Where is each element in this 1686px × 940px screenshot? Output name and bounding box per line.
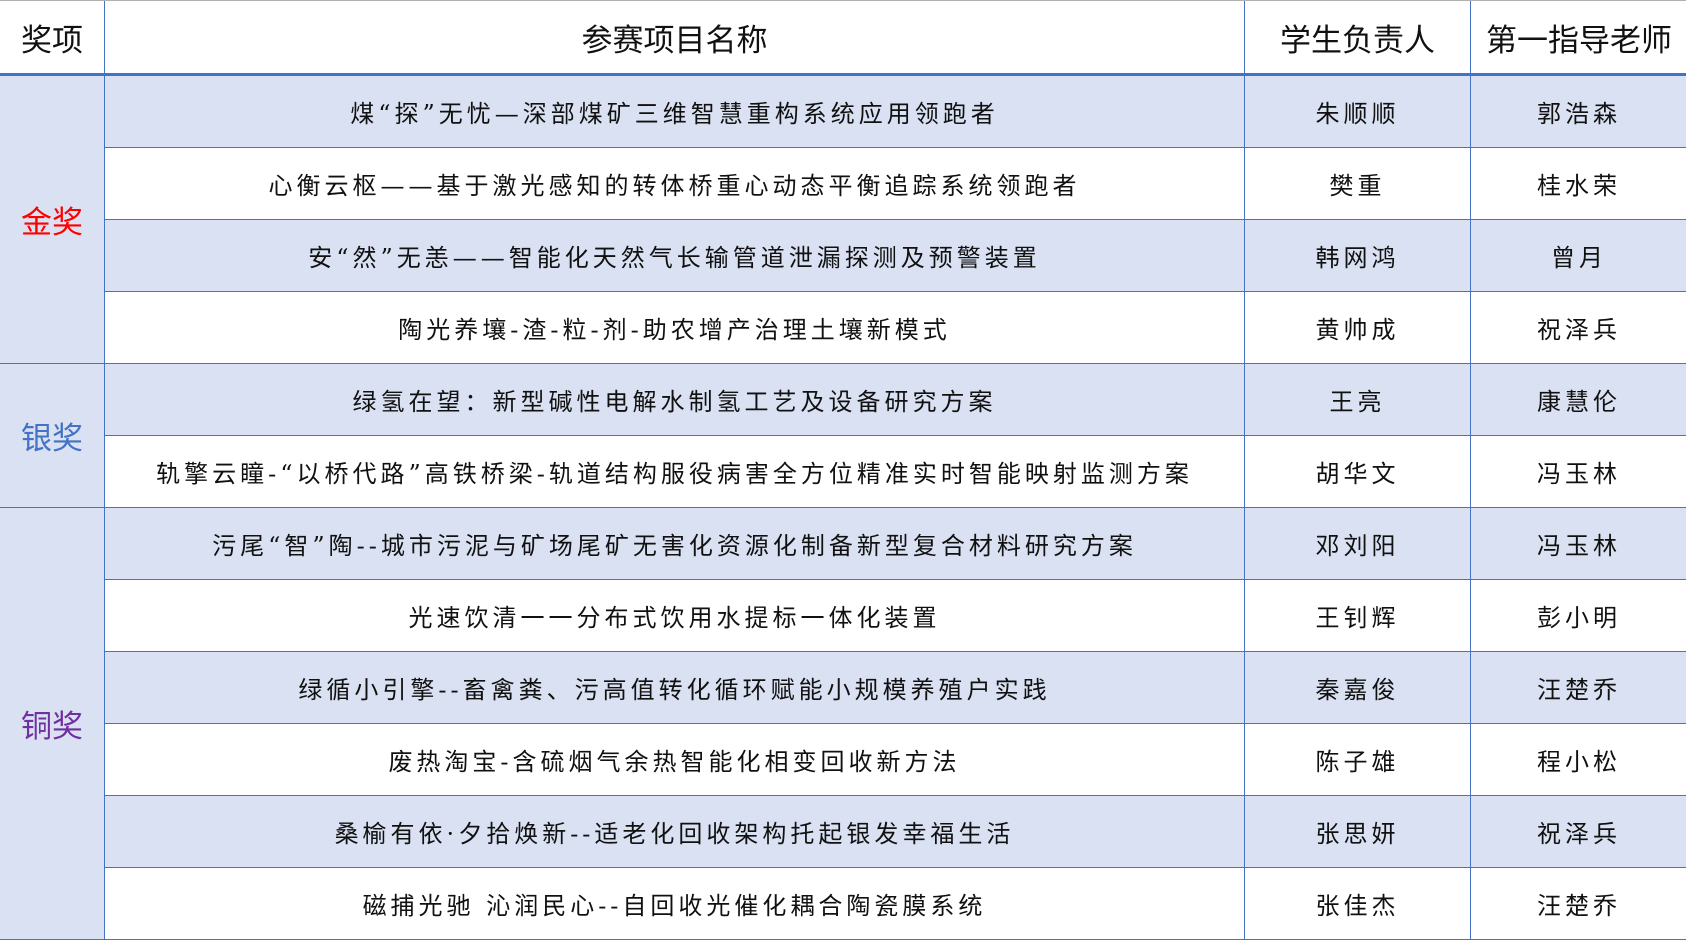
student-cell: 王钊辉: [1245, 580, 1471, 652]
project-cell: 轨擎云瞳-“以桥代路”高铁桥梁-轨道结构服役病害全方位精准实时智能映射监测方案: [105, 436, 1245, 508]
project-cell: 磁捕光驰 沁润民心--自回收光催化耦合陶瓷膜系统: [105, 868, 1245, 940]
teacher-cell: 郭浩森: [1471, 75, 1686, 148]
header-award: 奖项: [0, 0, 105, 75]
project-cell: 煤“探”无忧—深部煤矿三维智慧重构系统应用领跑者: [105, 75, 1245, 148]
student-cell: 张思妍: [1245, 796, 1471, 868]
project-cell: 绿氢在望：新型碱性电解水制氢工艺及设备研究方案: [105, 364, 1245, 436]
teacher-cell: 汪楚乔: [1471, 868, 1686, 940]
project-cell: 桑榆有依·夕拾焕新--适老化回收架构托起银发幸福生活: [105, 796, 1245, 868]
header-teacher: 第一指导老师: [1471, 0, 1686, 75]
table-row: 绿循小引擎--畜禽粪、污高值转化循环赋能小规模养殖户实践秦嘉俊汪楚乔: [0, 652, 1686, 724]
student-cell: 韩网鸿: [1245, 220, 1471, 292]
student-cell: 黄帅成: [1245, 292, 1471, 364]
table-row: 光速饮清一一分布式饮用水提标一体化装置王钊辉彭小明: [0, 580, 1686, 652]
header-row: 奖项 参赛项目名称 学生负责人 第一指导老师: [0, 0, 1686, 75]
award-cell-bronze: 铜奖: [0, 508, 105, 940]
teacher-cell: 冯玉林: [1471, 436, 1686, 508]
teacher-cell: 冯玉林: [1471, 508, 1686, 580]
teacher-cell: 祝泽兵: [1471, 292, 1686, 364]
table-row: 桑榆有依·夕拾焕新--适老化回收架构托起银发幸福生活张思妍祝泽兵: [0, 796, 1686, 868]
teacher-cell: 彭小明: [1471, 580, 1686, 652]
project-cell: 污尾“智”陶--城市污泥与矿场尾矿无害化资源化制备新型复合材料研究方案: [105, 508, 1245, 580]
project-cell: 光速饮清一一分布式饮用水提标一体化装置: [105, 580, 1245, 652]
teacher-cell: 桂水荣: [1471, 148, 1686, 220]
table-row: 安“然”无恙——智能化天然气长输管道泄漏探测及预警装置韩网鸿曾月: [0, 220, 1686, 292]
student-cell: 王亮: [1245, 364, 1471, 436]
project-cell: 心衡云枢——基于激光感知的转体桥重心动态平衡追踪系统领跑者: [105, 148, 1245, 220]
table-row: 陶光养壤-渣-粒-剂-助农增产治理土壤新模式黄帅成祝泽兵: [0, 292, 1686, 364]
teacher-cell: 祝泽兵: [1471, 796, 1686, 868]
project-cell: 绿循小引擎--畜禽粪、污高值转化循环赋能小规模养殖户实践: [105, 652, 1245, 724]
teacher-cell: 汪楚乔: [1471, 652, 1686, 724]
project-cell: 安“然”无恙——智能化天然气长输管道泄漏探测及预警装置: [105, 220, 1245, 292]
teacher-cell: 曾月: [1471, 220, 1686, 292]
student-cell: 朱顺顺: [1245, 75, 1471, 148]
student-cell: 邓刘阳: [1245, 508, 1471, 580]
award-cell-gold: 金奖: [0, 75, 105, 364]
table-row: 心衡云枢——基于激光感知的转体桥重心动态平衡追踪系统领跑者樊重桂水荣: [0, 148, 1686, 220]
teacher-cell: 程小松: [1471, 724, 1686, 796]
award-cell-silver: 银奖: [0, 364, 105, 508]
header-project: 参赛项目名称: [105, 0, 1245, 75]
project-cell: 废热淘宝-含硫烟气余热智能化相变回收新方法: [105, 724, 1245, 796]
student-cell: 樊重: [1245, 148, 1471, 220]
table-row: 磁捕光驰 沁润民心--自回收光催化耦合陶瓷膜系统张佳杰汪楚乔: [0, 868, 1686, 940]
student-cell: 胡华文: [1245, 436, 1471, 508]
student-cell: 秦嘉俊: [1245, 652, 1471, 724]
project-cell: 陶光养壤-渣-粒-剂-助农增产治理土壤新模式: [105, 292, 1245, 364]
student-cell: 张佳杰: [1245, 868, 1471, 940]
table-row: 银奖绿氢在望：新型碱性电解水制氢工艺及设备研究方案王亮康慧伦: [0, 364, 1686, 436]
student-cell: 陈子雄: [1245, 724, 1471, 796]
header-student: 学生负责人: [1245, 0, 1471, 75]
table-row: 金奖煤“探”无忧—深部煤矿三维智慧重构系统应用领跑者朱顺顺郭浩森: [0, 75, 1686, 148]
table-row: 废热淘宝-含硫烟气余热智能化相变回收新方法陈子雄程小松: [0, 724, 1686, 796]
table-row: 铜奖污尾“智”陶--城市污泥与矿场尾矿无害化资源化制备新型复合材料研究方案邓刘阳…: [0, 508, 1686, 580]
teacher-cell: 康慧伦: [1471, 364, 1686, 436]
table-row: 轨擎云瞳-“以桥代路”高铁桥梁-轨道结构服役病害全方位精准实时智能映射监测方案胡…: [0, 436, 1686, 508]
